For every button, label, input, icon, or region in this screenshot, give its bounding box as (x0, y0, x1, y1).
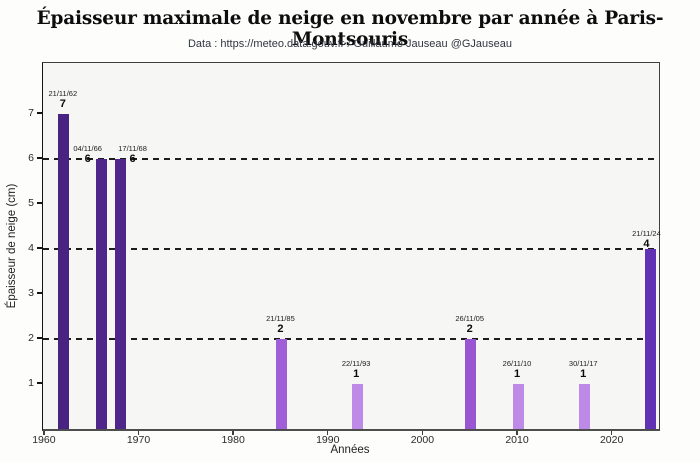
bar-date-label: 26/11/10 (502, 358, 532, 368)
y-tick-mark (37, 202, 42, 204)
x-tick-label: 1990 (316, 434, 340, 446)
bar-date-label: 30/11/17 (568, 358, 598, 368)
y-axis-title: Épaisseur de neige (cm) (6, 183, 18, 309)
bar-date-label: 04/11/66 (73, 143, 102, 153)
dashed-gridline (43, 158, 659, 160)
x-tick-label: 2010 (505, 434, 529, 446)
y-tick-label: 4 (28, 241, 34, 254)
x-tick-mark (232, 430, 234, 435)
y-tick-mark (37, 247, 42, 249)
bar (96, 158, 108, 429)
bar-date-label: 22/11/93 (341, 358, 371, 368)
bar (58, 113, 70, 429)
bar (351, 383, 363, 429)
bar-date-label: 21/11/62 (48, 88, 78, 98)
x-tick-label: 1960 (32, 434, 56, 446)
dashed-gridline (43, 248, 659, 250)
chart-subtitle: Data : https://meteo.data.gouv.fr / Guil… (187, 38, 513, 50)
x-tick-label: 2000 (410, 434, 435, 446)
bar-date-label: 21/11/24 (632, 228, 661, 238)
x-tick-mark (327, 430, 329, 435)
chart-plot-area (42, 62, 660, 431)
bar (465, 338, 477, 429)
bar-date-label: 17/11/68 (118, 143, 147, 153)
bar (644, 248, 656, 429)
y-tick-label: 3 (28, 286, 34, 299)
x-tick-label: 2020 (599, 434, 624, 446)
bar-value-label: 2 (466, 323, 473, 336)
y-tick-label: 6 (28, 151, 34, 164)
bar (115, 158, 127, 429)
x-tick-label: 1970 (126, 434, 151, 446)
x-tick-mark (610, 430, 613, 435)
y-tick-mark (37, 112, 42, 114)
y-tick-mark (37, 157, 42, 159)
bar-value-label: 4 (643, 238, 650, 251)
x-tick-mark (43, 430, 45, 435)
bar-value-label: 1 (513, 368, 521, 381)
y-tick-label: 1 (28, 376, 34, 389)
y-tick-label: 7 (28, 106, 34, 119)
bar-value-label: 1 (353, 368, 360, 381)
y-tick-label: 2 (28, 331, 34, 344)
bar (275, 338, 287, 429)
x-axis-title: Années (330, 444, 370, 456)
x-tick-mark (137, 430, 140, 435)
bar-value-label: 1 (580, 368, 587, 381)
y-tick-mark (37, 337, 42, 339)
bar-value-label: 6 (84, 153, 91, 166)
bar (512, 383, 524, 429)
bar-date-label: 26/11/05 (455, 313, 484, 323)
bar-value-label: 2 (277, 323, 284, 336)
x-tick-label: 1980 (221, 434, 245, 446)
bar-value-label: 6 (129, 153, 136, 166)
y-tick-mark (37, 292, 42, 294)
bar (578, 383, 590, 429)
bar-date-label: 21/11/85 (266, 313, 295, 323)
y-tick-mark (37, 382, 42, 384)
x-tick-mark (421, 430, 424, 435)
bar-value-label: 7 (59, 98, 66, 111)
x-tick-mark (516, 430, 518, 435)
dashed-gridline (43, 338, 659, 340)
chart-title: Épaisseur maximale de neige en novembre … (36, 8, 664, 50)
y-tick-label: 5 (28, 196, 34, 209)
